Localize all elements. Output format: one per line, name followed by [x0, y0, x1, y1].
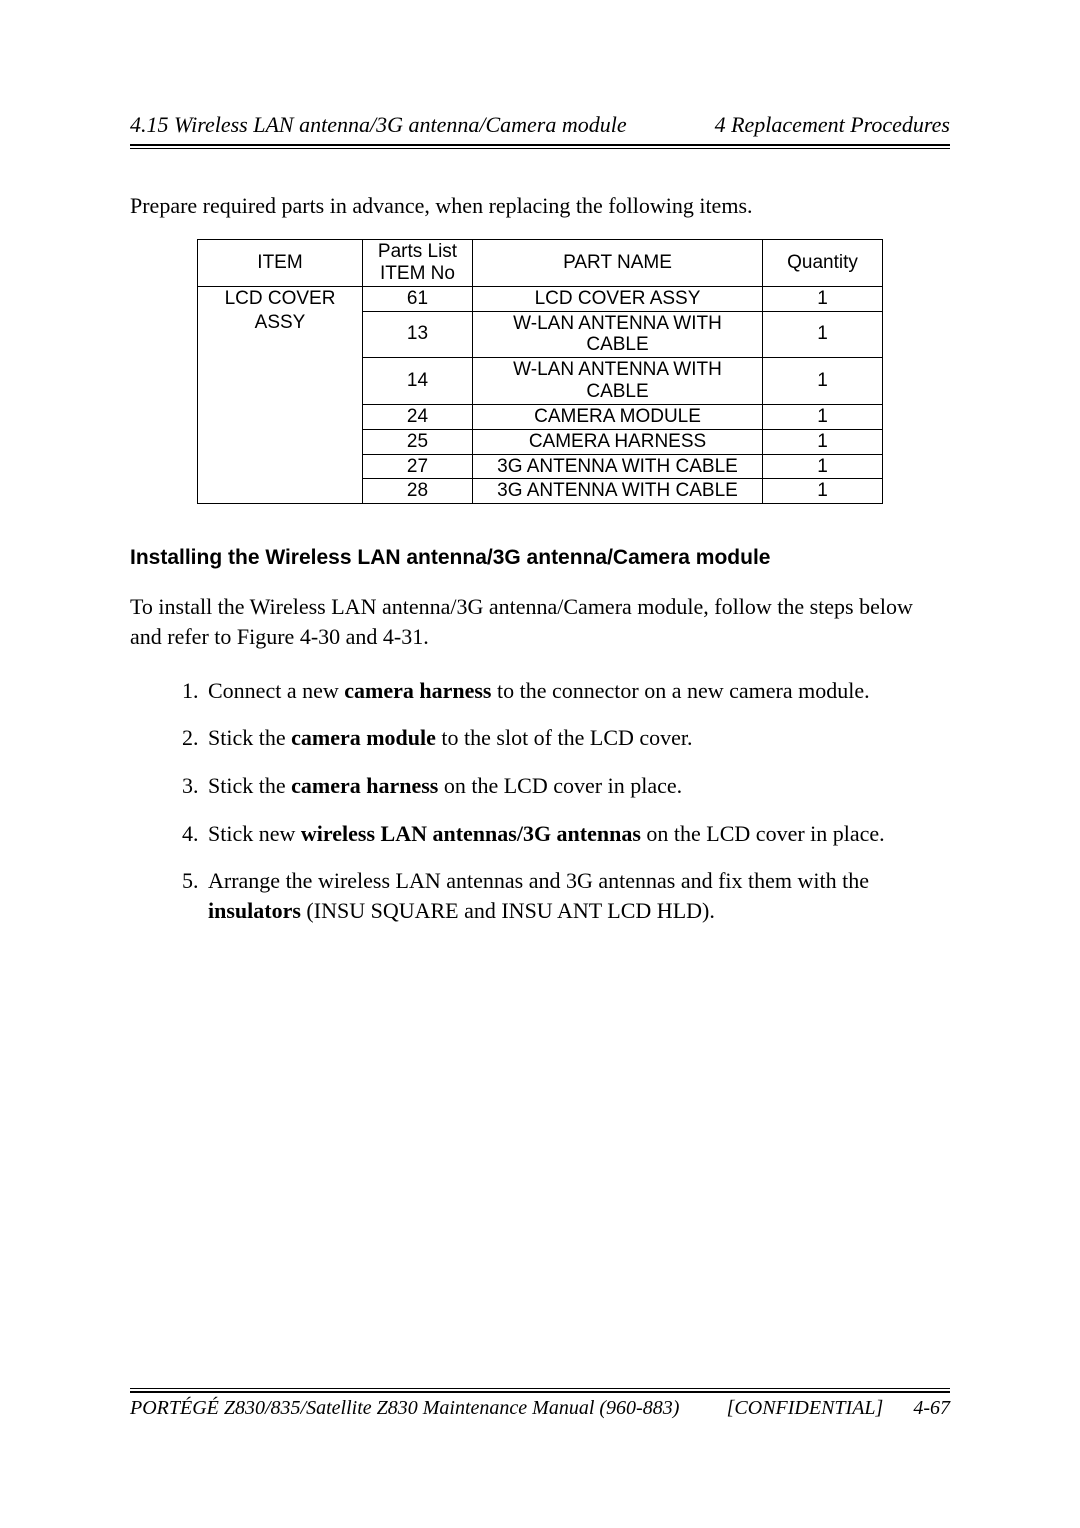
section-intro: To install the Wireless LAN antenna/3G a… [130, 592, 950, 651]
cell-qty: 1 [763, 311, 883, 358]
cell-no: 61 [363, 286, 473, 311]
cell-item-group [198, 429, 363, 454]
list-item: Connect a new camera harness to the conn… [204, 676, 950, 706]
cell-item-group: ASSY [198, 311, 363, 358]
page-footer: PORTÉGÉ Z830/835/Satellite Z830 Maintena… [130, 1388, 950, 1420]
cell-item-group [198, 358, 363, 405]
table-row: 25 CAMERA HARNESS 1 [198, 429, 883, 454]
footer-mid: [CONFIDENTIAL] 4-67 [727, 1397, 950, 1420]
cell-name: CAMERA HARNESS [473, 429, 763, 454]
cell-qty: 1 [763, 358, 883, 405]
page-header: 4.15 Wireless LAN antenna/3G antenna/Cam… [130, 112, 950, 146]
cell-qty: 1 [763, 454, 883, 479]
th-item: ITEM [198, 240, 363, 287]
table-header-row: ITEM Parts List ITEM No PART NAME Quanti… [198, 240, 883, 287]
list-item: Stick new wireless LAN antennas/3G anten… [204, 819, 950, 849]
header-right: 4 Replacement Procedures [715, 112, 950, 138]
table-row: 24 CAMERA MODULE 1 [198, 404, 883, 429]
cell-qty: 1 [763, 286, 883, 311]
cell-item-group [198, 454, 363, 479]
page-content: 4.15 Wireless LAN antenna/3G antenna/Cam… [130, 112, 950, 1438]
footer-page: 4-67 [913, 1397, 950, 1419]
cell-no: 13 [363, 311, 473, 358]
cell-qty: 1 [763, 479, 883, 504]
cell-name: LCD COVER ASSY [473, 286, 763, 311]
parts-table: ITEM Parts List ITEM No PART NAME Quanti… [197, 239, 883, 504]
cell-item-group [198, 404, 363, 429]
cell-name: W-LAN ANTENNA WITH CABLE [473, 358, 763, 405]
th-partname: PART NAME [473, 240, 763, 287]
table-row: 14 W-LAN ANTENNA WITH CABLE 1 [198, 358, 883, 405]
cell-name: 3G ANTENNA WITH CABLE [473, 454, 763, 479]
cell-no: 24 [363, 404, 473, 429]
table-row: 28 3G ANTENNA WITH CABLE 1 [198, 479, 883, 504]
table-row: LCD COVER 61 LCD COVER ASSY 1 [198, 286, 883, 311]
cell-name: CAMERA MODULE [473, 404, 763, 429]
header-rule [130, 148, 950, 149]
cell-no: 25 [363, 429, 473, 454]
cell-name: 3G ANTENNA WITH CABLE [473, 479, 763, 504]
intro-text: Prepare required parts in advance, when … [130, 193, 950, 219]
list-item: Stick the camera harness on the LCD cove… [204, 771, 950, 801]
table-row: 27 3G ANTENNA WITH CABLE 1 [198, 454, 883, 479]
cell-no: 14 [363, 358, 473, 405]
footer-left: PORTÉGÉ Z830/835/Satellite Z830 Maintena… [130, 1397, 679, 1420]
th-qty: Quantity [763, 240, 883, 287]
steps-list: Connect a new camera harness to the conn… [130, 676, 950, 926]
cell-qty: 1 [763, 429, 883, 454]
cell-name: W-LAN ANTENNA WITH CABLE [473, 311, 763, 358]
cell-item-group: LCD COVER [198, 286, 363, 311]
cell-no: 27 [363, 454, 473, 479]
cell-item-group [198, 479, 363, 504]
footer-rule [130, 1388, 950, 1389]
list-item: Stick the camera module to the slot of t… [204, 723, 950, 753]
cell-qty: 1 [763, 404, 883, 429]
table-row: ASSY 13 W-LAN ANTENNA WITH CABLE 1 [198, 311, 883, 358]
header-left: 4.15 Wireless LAN antenna/3G antenna/Cam… [130, 112, 627, 138]
th-itemno: Parts List ITEM No [363, 240, 473, 287]
list-item: Arrange the wireless LAN antennas and 3G… [204, 866, 950, 925]
section-heading: Installing the Wireless LAN antenna/3G a… [130, 546, 950, 570]
cell-no: 28 [363, 479, 473, 504]
